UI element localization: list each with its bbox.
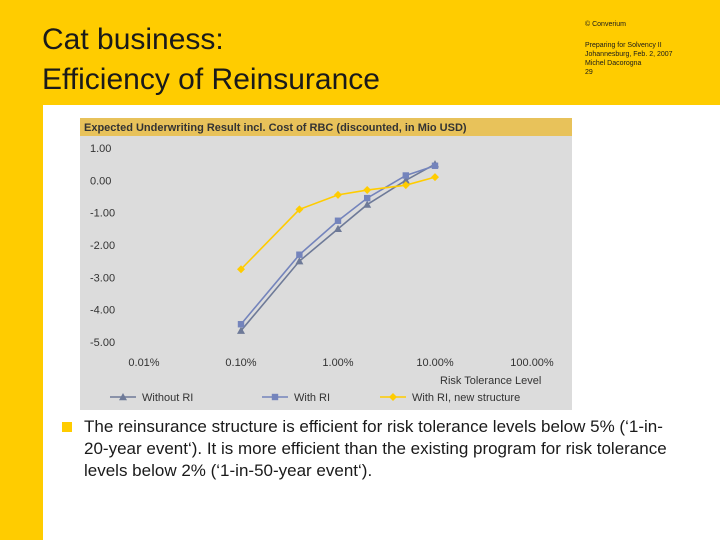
data-point-square bbox=[334, 217, 342, 224]
y-tick-label: -5.00 bbox=[90, 337, 115, 349]
data-point-triangle bbox=[334, 224, 342, 233]
meta-author: Michel Dacorogna bbox=[585, 60, 642, 67]
slide-meta: © Converium Preparing for Solvency II Jo… bbox=[585, 20, 673, 77]
legend-label: Without RI bbox=[142, 392, 193, 404]
y-tick-label: 1.00 bbox=[90, 143, 111, 155]
legend-label: With RI, new structure bbox=[412, 392, 520, 404]
data-point-square bbox=[271, 393, 279, 401]
data-point-diamond bbox=[363, 186, 372, 195]
x-tick-label: 0.01% bbox=[128, 357, 159, 369]
data-point-triangle bbox=[295, 257, 304, 265]
series-line bbox=[240, 163, 436, 332]
data-point-square bbox=[237, 321, 245, 328]
series-line bbox=[240, 165, 436, 325]
data-point-triangle bbox=[363, 200, 372, 208]
slide-title-line-2: Efficiency of Reinsurance bbox=[42, 63, 380, 96]
data-point-square bbox=[431, 162, 439, 169]
y-tick-label: -3.00 bbox=[90, 272, 115, 284]
y-tick-label: -2.00 bbox=[90, 240, 115, 252]
chart-title: Expected Underwriting Result incl. Cost … bbox=[84, 122, 467, 134]
left-accent-bar bbox=[0, 105, 43, 540]
meta-location-date: Johannesburg, Feb. 2, 2007 bbox=[585, 51, 673, 58]
bullet-text: The reinsurance structure is efficient f… bbox=[84, 417, 667, 480]
data-point-triangle bbox=[237, 326, 245, 334]
x-tick-label: 1.00% bbox=[322, 357, 353, 369]
legend-label: With RI bbox=[294, 392, 330, 404]
y-tick-label: 0.00 bbox=[90, 175, 111, 187]
x-tick-label: 100.00% bbox=[510, 357, 554, 369]
data-point-square bbox=[296, 251, 303, 258]
data-point-diamond bbox=[389, 393, 397, 401]
data-point-square bbox=[402, 172, 410, 179]
header-bar bbox=[0, 0, 720, 105]
data-point-diamond bbox=[334, 190, 342, 199]
meta-page-number: 29 bbox=[585, 69, 593, 76]
bullet-marker bbox=[62, 422, 72, 432]
series-line bbox=[240, 176, 436, 270]
chart-container: Expected Underwriting Result incl. Cost … bbox=[80, 118, 572, 410]
x-axis-label: Risk Tolerance Level bbox=[440, 375, 541, 387]
y-tick-label: -1.00 bbox=[90, 208, 115, 220]
slide-title-line-1: Cat business: bbox=[42, 23, 224, 56]
data-point-square bbox=[363, 194, 371, 202]
x-tick-label: 0.10% bbox=[225, 357, 256, 369]
meta-copyright: © Converium bbox=[585, 21, 626, 28]
chart-title-band bbox=[80, 118, 572, 136]
slide-title: Cat business: Efficiency of Reinsurance bbox=[42, 20, 380, 100]
meta-event: Preparing for Solvency II bbox=[585, 42, 662, 49]
data-point-diamond bbox=[431, 173, 439, 182]
data-point-diamond bbox=[295, 205, 304, 214]
x-tick-label: 10.00% bbox=[416, 357, 454, 369]
data-point-triangle bbox=[119, 393, 127, 401]
data-point-diamond bbox=[401, 181, 410, 190]
chart-svg: Expected Underwriting Result incl. Cost … bbox=[80, 118, 572, 410]
data-point-triangle bbox=[401, 176, 410, 184]
chart-background bbox=[80, 118, 572, 410]
y-tick-label: -4.00 bbox=[90, 305, 115, 317]
data-point-diamond bbox=[237, 265, 245, 274]
